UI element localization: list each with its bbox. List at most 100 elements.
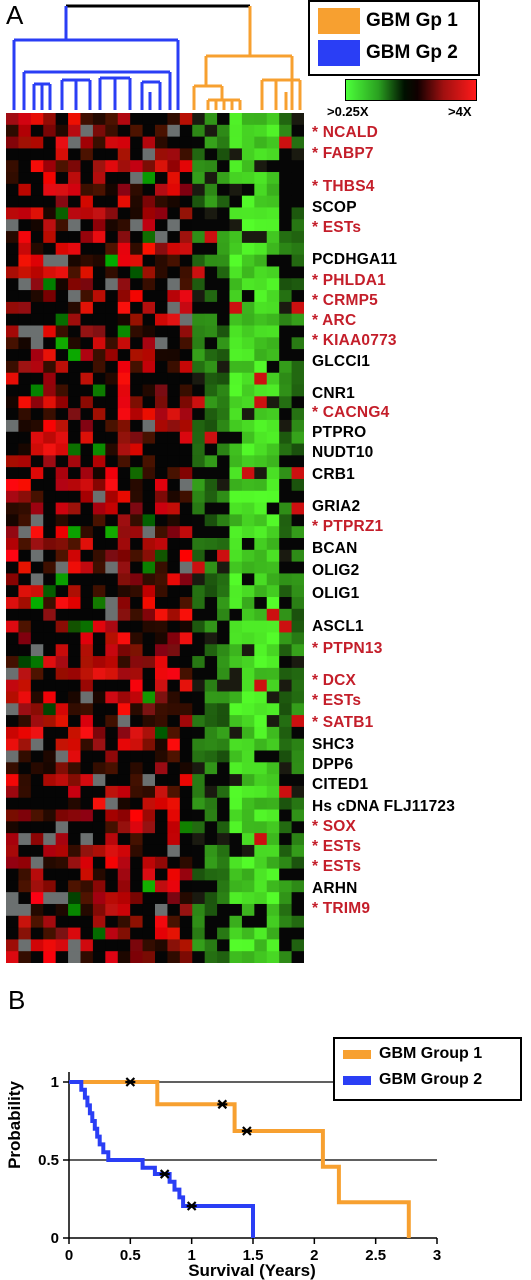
heatmap-cell [80, 549, 94, 563]
heatmap-cell [155, 266, 168, 279]
heatmap-cell [291, 337, 304, 350]
heatmap-cell [80, 844, 94, 858]
heatmap-cell [142, 856, 156, 870]
heatmap-cell [130, 762, 144, 775]
heatmap-cell [167, 703, 181, 716]
heatmap-cell [229, 585, 243, 598]
heatmap-cell [241, 242, 255, 256]
heatmap-cell [291, 443, 304, 456]
heatmap-cell [43, 691, 57, 704]
heatmap-cell [55, 585, 69, 598]
heatmap-cell [217, 467, 230, 480]
heatmap-cell [254, 207, 268, 220]
heatmap-cell [43, 526, 57, 539]
heatmap-cell [254, 372, 268, 386]
legend-item-gp1: GBM Gp 1 [318, 8, 458, 34]
heatmap-cell [130, 549, 144, 563]
heatmap-cell [142, 667, 156, 681]
heatmap-cell [6, 809, 19, 822]
heatmap-cell [167, 172, 181, 185]
heatmap-cell [92, 844, 106, 858]
heatmap-cell [254, 502, 268, 515]
heatmap-cell [291, 160, 304, 173]
heatmap-cell [254, 349, 268, 362]
heatmap-cell [6, 915, 19, 929]
heatmap-cell [80, 903, 94, 917]
heatmap-cell [179, 478, 193, 492]
heatmap-cell [291, 620, 304, 633]
heatmap-cell [117, 927, 131, 940]
heatmap-cell [229, 266, 243, 279]
heatmap-cell [179, 644, 193, 657]
heatmap-cell [291, 113, 304, 126]
heatmap-cell [18, 868, 32, 881]
heatmap-cell [291, 833, 304, 846]
heatmap-cell [130, 443, 144, 456]
heatmap-cell [68, 207, 81, 220]
heatmap-cell [229, 360, 243, 374]
heatmap-cell [68, 124, 81, 138]
heatmap-cell [142, 148, 156, 161]
heatmap-cell [179, 301, 193, 315]
heatmap-cell [92, 124, 106, 138]
heatmap-cell [117, 951, 131, 963]
heatmap-cell [18, 644, 32, 657]
heatmap-cell [204, 538, 218, 551]
heatmap-cell [155, 691, 168, 704]
heatmap-cell [217, 951, 230, 963]
heatmap-cell [167, 915, 181, 929]
heatmap-cell [279, 337, 293, 350]
heatmap-cell [105, 183, 119, 197]
heatmap-cell [18, 844, 32, 858]
heatmap-cell [217, 821, 230, 834]
heatmap-cell [241, 762, 255, 775]
heatmap-cell [229, 136, 243, 149]
heatmap-cell [179, 939, 193, 952]
heatmap-cell [43, 774, 57, 787]
heatmap-cell [92, 903, 106, 917]
x-tick-label: 1 [187, 1247, 195, 1264]
heatmap-cell [68, 679, 81, 692]
heatmap-cell [55, 632, 69, 645]
heatmap-cell [30, 809, 44, 822]
heatmap-cell [167, 573, 181, 586]
heatmap-cell [192, 656, 206, 669]
legend-item-gp2: GBM Gp 2 [318, 40, 458, 66]
heatmap-cell [105, 384, 119, 397]
heatmap-cell [68, 538, 81, 551]
heatmap-cell [105, 408, 119, 421]
heatmap-cell [155, 644, 168, 657]
heatmap-cell [142, 927, 156, 940]
heatmap-cell [80, 160, 94, 173]
heatmap-cell [167, 136, 181, 149]
heatmap-cell [18, 656, 32, 669]
heatmap-cell [117, 774, 131, 787]
heatmap-cell [291, 396, 304, 409]
heatmap-cell [266, 738, 280, 751]
heatmap-cell [105, 349, 119, 362]
heatmap-cell [130, 514, 144, 527]
heatmap-cell [80, 467, 94, 480]
heatmap-cell [117, 408, 131, 421]
heatmap-cell [68, 337, 81, 350]
heatmap-cell [142, 136, 156, 149]
heatmap-cell [18, 172, 32, 185]
heatmap-cell [18, 124, 32, 138]
heatmap-cell [30, 821, 44, 834]
heatmap-cell [204, 667, 218, 681]
heatmap-cell [241, 455, 255, 468]
heatmap-cell [30, 160, 44, 173]
heatmap-cell [266, 148, 280, 161]
heatmap-cell [241, 903, 255, 917]
heatmap-cell [155, 927, 168, 940]
heatmap-cell [155, 124, 168, 138]
heatmap-cell [192, 443, 206, 456]
heatmap-cell [30, 927, 44, 940]
heatmap-cell [18, 762, 32, 775]
heatmap-cell [55, 667, 69, 681]
heatmap-cell [241, 195, 255, 208]
heatmap-cell [55, 195, 69, 208]
heatmap-cell [80, 396, 94, 409]
heatmap-cell [291, 172, 304, 185]
heatmap-cell [43, 915, 57, 929]
